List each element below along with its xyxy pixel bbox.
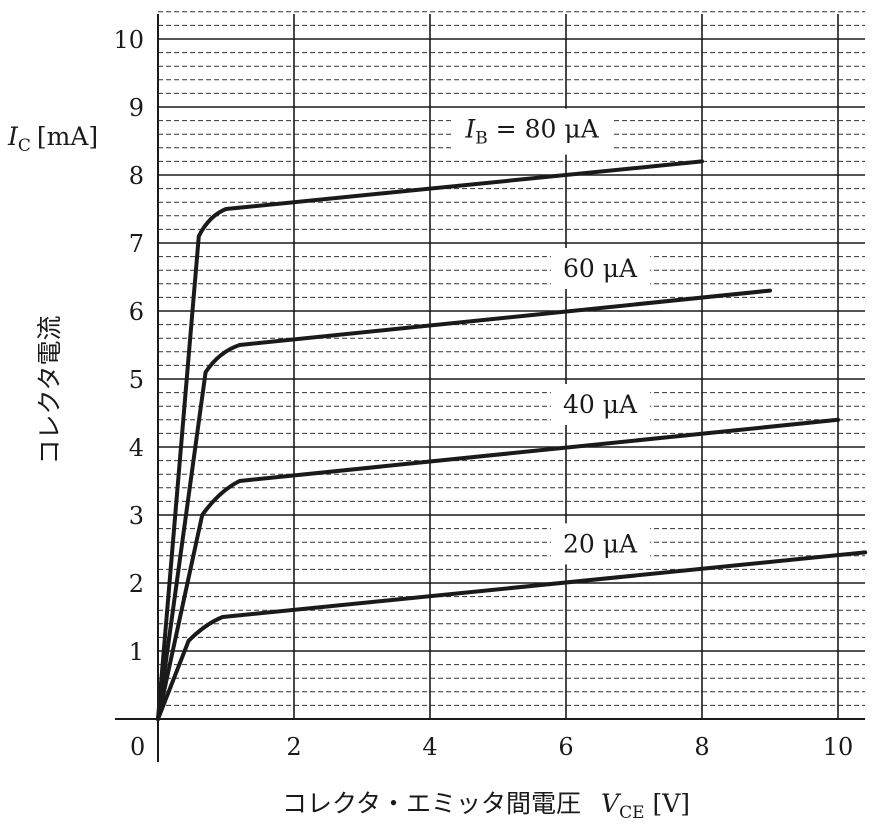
x-tick-label: 2 (286, 733, 301, 761)
x-tick-label: 4 (422, 733, 437, 761)
x-axis-unit: [V] (653, 789, 691, 818)
x-axis-label: コレクタ・エミッタ間電圧 VCE [V] (282, 789, 690, 823)
y-tick-label: 6 (129, 298, 144, 326)
curve-label-background (452, 108, 612, 155)
curve-label-group: 60 μA (550, 248, 650, 289)
x-axis-symbol: V (601, 789, 622, 818)
y-tick-label: 7 (129, 230, 144, 258)
curve-labels: IB = 80 μA 60 μA 40 μA 20 μA (452, 108, 650, 565)
y-tick-label: 2 (129, 570, 144, 598)
curve-label-value: 60 μA (563, 254, 638, 283)
curve-label-eq: = (488, 115, 525, 144)
y-tick-label: 10 (113, 26, 144, 54)
y-tick-label: 3 (129, 502, 144, 530)
y-axis-symbol: I (7, 122, 19, 151)
y-tick-label: 4 (129, 434, 144, 462)
curve-label-background (550, 384, 650, 425)
y-tick-label: 5 (129, 366, 144, 394)
x-tick-label: 6 (558, 733, 573, 761)
curve-ib-20ua (156, 550, 868, 721)
curve-label-value: 20 μA (563, 529, 638, 558)
curve-ib-80ua (156, 159, 704, 721)
curve-label-subscript: B (475, 129, 488, 149)
curve-label-value: 80 μA (525, 115, 600, 144)
axes (115, 14, 865, 762)
curve-label-value: 40 μA (563, 390, 638, 419)
characteristic-curves (156, 159, 868, 721)
y-axis-title: コレクタ電流 (35, 315, 64, 464)
curve-label: IB = 80 μA (464, 115, 599, 149)
curve-label-symbol: I (464, 115, 476, 144)
curve-label: 20 μA (563, 529, 638, 558)
curve-label: 40 μA (563, 390, 638, 419)
x-axis-title: コレクタ・エミッタ間電圧 (282, 789, 581, 818)
curve-label-group: 20 μA (550, 523, 650, 565)
y-axis-unit: [mA] (37, 122, 98, 151)
x-axis-subscript: CE (619, 803, 644, 823)
x-tick-label: 10 (823, 733, 854, 761)
y-axis-label: IC [mA] (7, 122, 98, 156)
y-tick-label: 1 (129, 638, 144, 666)
curve-label-background (550, 523, 650, 565)
y-axis-subscript: C (18, 136, 31, 156)
curve-label-group: IB = 80 μA (452, 108, 612, 155)
origin-label: 0 (130, 733, 145, 761)
curve-ib-60ua (156, 288, 772, 721)
tick-labels: 1 2 3 4 5 6 7 8 9 10 2 4 6 8 10 (113, 26, 853, 761)
curve-label-background (550, 248, 650, 289)
curve-ib-40ua (156, 417, 840, 721)
curve-label: 60 μA (563, 254, 638, 283)
curve-label-group: 40 μA (550, 384, 650, 425)
x-tick-label: 8 (694, 733, 709, 761)
y-tick-label: 9 (129, 94, 144, 122)
y-tick-label: 8 (129, 162, 144, 190)
